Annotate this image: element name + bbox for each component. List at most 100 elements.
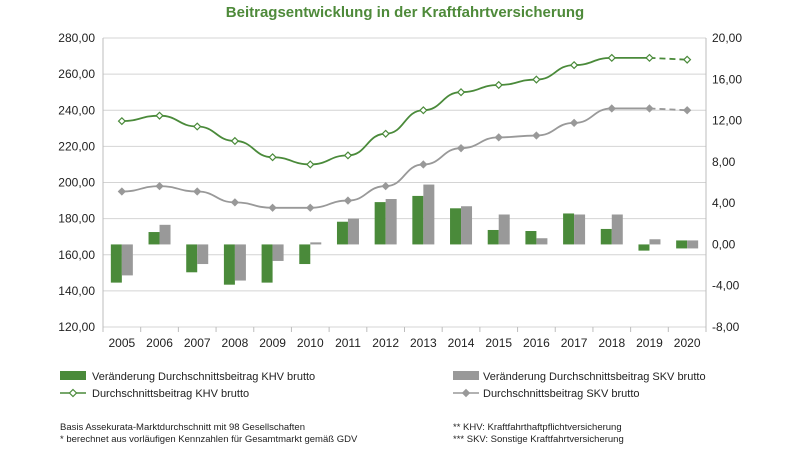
right-tick-label: 0,00 bbox=[712, 237, 736, 251]
legend-label-khv-bar: Veränderung Durchschnittsbeitrag KHV bru… bbox=[92, 371, 315, 383]
bar-khv bbox=[525, 231, 537, 245]
left-tick-label: 160,00 bbox=[58, 248, 95, 262]
bar-skv bbox=[385, 199, 397, 245]
left-tick-label: 140,00 bbox=[58, 284, 95, 298]
bar-skv bbox=[121, 244, 133, 276]
bar-skv bbox=[197, 244, 209, 265]
category-label: 2018 bbox=[598, 336, 625, 350]
bar-khv bbox=[450, 208, 462, 245]
left-tick-label: 220,00 bbox=[58, 139, 95, 153]
point-skv bbox=[419, 160, 428, 169]
category-label: 2008 bbox=[222, 336, 249, 350]
point-khv bbox=[456, 88, 466, 97]
bar-khv bbox=[487, 229, 499, 245]
bar-khv bbox=[261, 244, 273, 283]
line-skv bbox=[121, 107, 650, 209]
line-dashed-skv bbox=[649, 107, 688, 112]
point-khv bbox=[268, 153, 277, 162]
legend-label-khv-line: Durchschnittsbeitrag KHV brutto bbox=[92, 388, 249, 400]
right-tick-label: 12,00 bbox=[712, 114, 742, 128]
point-skv bbox=[117, 187, 126, 196]
point-skv bbox=[343, 196, 353, 205]
point-khv bbox=[494, 80, 503, 90]
legend-marker-khv bbox=[68, 388, 78, 398]
legend-swatch-skv-bar bbox=[453, 371, 479, 380]
right-tick-label: 4,00 bbox=[712, 196, 736, 210]
bar-khv bbox=[299, 244, 311, 265]
bar-skv bbox=[272, 244, 284, 261]
point-skv bbox=[456, 144, 466, 153]
bar-skv bbox=[536, 238, 548, 245]
category-label: 2014 bbox=[448, 336, 475, 350]
point-skv bbox=[155, 181, 164, 191]
point-khv bbox=[645, 53, 654, 63]
bar-skv bbox=[611, 214, 623, 245]
point-skv bbox=[494, 133, 503, 142]
category-label: 2012 bbox=[372, 336, 399, 350]
point-khv bbox=[155, 111, 164, 120]
category-label: 2007 bbox=[184, 336, 211, 350]
point-khv bbox=[306, 160, 315, 169]
legend-marker-skv bbox=[461, 388, 471, 398]
point-khv bbox=[117, 116, 126, 126]
bar-khv bbox=[676, 240, 688, 249]
point-skv bbox=[569, 118, 579, 128]
category-label: 2017 bbox=[561, 336, 588, 350]
point-skv bbox=[683, 106, 692, 115]
point-skv bbox=[381, 181, 390, 191]
category-label: 2020 bbox=[674, 336, 701, 350]
bar-skv bbox=[234, 244, 246, 281]
category-label: 2011 bbox=[335, 336, 361, 350]
line-dashed-khv bbox=[649, 56, 688, 61]
point-skv bbox=[268, 203, 277, 212]
bar-khv bbox=[563, 213, 575, 245]
left-tick-label: 240,00 bbox=[58, 103, 95, 117]
left-tick-label: 280,00 bbox=[58, 31, 95, 45]
legend: Veränderung Durchschnittsbeitrag KHV bru… bbox=[60, 371, 706, 400]
right-tick-label: 16,00 bbox=[712, 72, 742, 86]
grid-lines bbox=[103, 37, 706, 328]
point-skv bbox=[607, 104, 616, 113]
point-khv bbox=[532, 75, 541, 84]
bar-skv bbox=[687, 240, 699, 249]
bar-khv bbox=[374, 202, 386, 245]
legend-swatch-khv-bar bbox=[60, 371, 86, 380]
right-tick-label: 8,00 bbox=[712, 155, 736, 169]
bar-skv bbox=[574, 214, 586, 245]
footnote-khv: ** KHV: Kraftfahrthaftpflichtversicherun… bbox=[453, 422, 622, 433]
category-label: 2009 bbox=[259, 336, 286, 350]
point-skv bbox=[532, 131, 541, 140]
legend-label-skv-bar: Veränderung Durchschnittsbeitrag SKV bru… bbox=[483, 371, 706, 383]
point-skv bbox=[193, 187, 202, 196]
lines-layer bbox=[117, 53, 692, 212]
bar-skv bbox=[461, 206, 473, 245]
point-skv bbox=[230, 198, 240, 207]
bar-skv bbox=[649, 239, 661, 245]
bar-khv bbox=[186, 244, 198, 273]
left-tick-label: 260,00 bbox=[58, 67, 95, 81]
point-khv bbox=[607, 53, 616, 63]
bar-skv bbox=[347, 218, 359, 245]
left-tick-label: 200,00 bbox=[58, 176, 95, 190]
point-skv bbox=[645, 104, 654, 113]
category-label: 2016 bbox=[523, 336, 550, 350]
axes bbox=[102, 38, 707, 332]
bar-khv bbox=[223, 244, 235, 285]
tick-labels: 120,00 140,00 160,00 180,00 200,00 220,00 240,… bbox=[58, 31, 742, 350]
category-label: 2019 bbox=[636, 336, 663, 350]
left-tick-label: 120,00 bbox=[58, 320, 95, 334]
bar-khv bbox=[110, 244, 122, 283]
category-label: 2005 bbox=[108, 336, 135, 350]
bar-khv bbox=[638, 244, 650, 251]
right-tick-label: -4,00 bbox=[712, 279, 740, 293]
category-label: 2013 bbox=[410, 336, 437, 350]
bar-khv bbox=[148, 232, 160, 245]
bar-skv bbox=[498, 214, 510, 245]
bar-khv bbox=[336, 221, 348, 245]
right-tick-label: -8,00 bbox=[712, 320, 740, 334]
chart-title: Beitragsentwicklung in der Kraftfahrtver… bbox=[226, 4, 584, 21]
category-label: 2010 bbox=[297, 336, 324, 350]
category-label: 2006 bbox=[146, 336, 173, 350]
